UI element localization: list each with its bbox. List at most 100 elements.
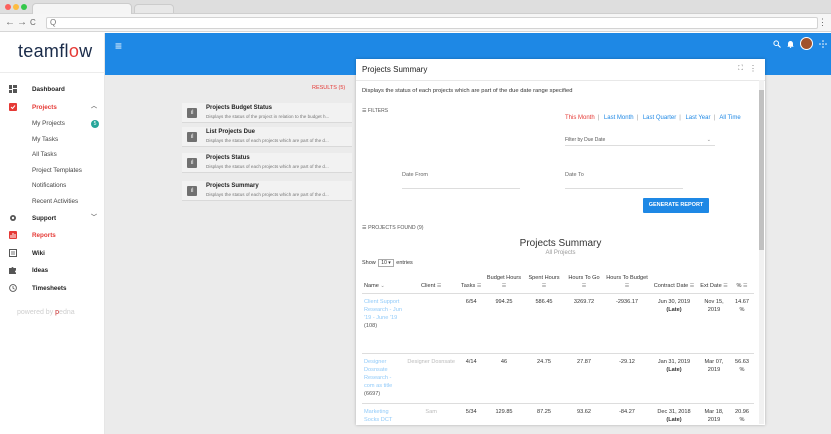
- sort-icon: ☰: [689, 283, 695, 289]
- range-last-year[interactable]: Last Year: [685, 115, 711, 121]
- hours-to-go-cell: 3269.72: [564, 293, 604, 354]
- report-description: Displays the status of the project in re…: [206, 114, 330, 119]
- filters-toggle[interactable]: ☰ FILTERS: [362, 108, 389, 114]
- chevron-up-icon[interactable]: ︿: [90, 103, 97, 110]
- sidebar-item-label: Wiki: [32, 249, 45, 257]
- column-header-hours-to-budget[interactable]: Hours To Budget ☰: [604, 273, 650, 294]
- bar-chart-icon: ıl: [187, 132, 197, 142]
- browser-menu-icon[interactable]: ⋮: [818, 17, 827, 27]
- teamflow-logo[interactable]: teamflow: [18, 41, 93, 61]
- sidebar-item-label: Support: [32, 214, 57, 222]
- sidebar-item-project-templates[interactable]: Project Templates: [0, 163, 105, 179]
- range-last-quarter[interactable]: Last Quarter: [642, 115, 677, 121]
- sidebar-item-label: Ideas: [32, 267, 49, 275]
- reload-icon[interactable]: C: [30, 18, 36, 27]
- expand-icon[interactable]: ⛶: [738, 65, 743, 72]
- column-header-spent-hours[interactable]: Spent Hours ☰: [524, 273, 564, 294]
- column-header-percent[interactable]: % ☰: [730, 273, 754, 294]
- column-header-contract-date[interactable]: Contract Date ☰: [650, 273, 698, 294]
- column-header-name[interactable]: Name ⌄: [362, 273, 404, 294]
- apps-icon[interactable]: [819, 39, 827, 48]
- more-options-icon[interactable]: ⋮: [749, 64, 757, 73]
- list-icon: ☰: [362, 225, 369, 231]
- sidebar-item-timesheets[interactable]: Timesheets: [0, 280, 105, 298]
- sort-icon: ☰: [436, 283, 442, 289]
- sidebar-item-my-tasks[interactable]: My Tasks: [0, 132, 105, 148]
- sidebar-item-all-tasks[interactable]: All Tasks: [0, 147, 105, 163]
- report-item-list-projects-due[interactable]: ıl List Projects Due Displays the status…: [182, 127, 352, 147]
- project-name-link[interactable]: Designer Dosnsate Research - com as titl…: [362, 353, 404, 404]
- spent-hours-cell: 24.75: [524, 353, 564, 404]
- bell-icon[interactable]: [787, 40, 794, 48]
- scrollbar-thumb[interactable]: [759, 90, 764, 250]
- sidebar-item-label: Timesheets: [32, 284, 67, 292]
- menu-icon[interactable]: ≡: [115, 39, 123, 53]
- sort-icon: ☰: [581, 283, 587, 289]
- select-value: Filter by Due Date: [565, 137, 606, 143]
- summary-subtitle: All Projects: [545, 250, 576, 256]
- project-name-link[interactable]: Marketing Socks DCT: [362, 403, 404, 425]
- report-item-projects-summary[interactable]: ıl Projects Summary Displays the status …: [182, 181, 352, 201]
- range-all-time[interactable]: All Time: [719, 115, 741, 121]
- sidebar-item-my-projects[interactable]: My Projects 5: [0, 116, 105, 132]
- budget-hours-cell: 129.85: [484, 403, 524, 425]
- report-item-projects-status[interactable]: ıl Projects Status Displays the status o…: [182, 153, 352, 173]
- divider: [0, 72, 105, 73]
- puzzle-icon: [9, 267, 16, 275]
- column-header-tasks[interactable]: Tasks ☰: [458, 273, 484, 294]
- dialog-scrollbar[interactable]: [759, 80, 764, 424]
- contract-date-cell: Jan 31, 2019 (Late): [650, 353, 698, 404]
- column-header-hours-to-go[interactable]: Hours To Go ☰: [564, 273, 604, 294]
- url-input[interactable]: Q: [46, 17, 818, 29]
- tasks-cell: 6/54: [458, 293, 484, 354]
- forward-arrow-icon[interactable]: →: [17, 17, 27, 28]
- sidebar-item-label: My Tasks: [32, 135, 59, 143]
- close-window-button[interactable]: [5, 4, 11, 10]
- spent-hours-cell: 586.45: [524, 293, 564, 354]
- report-title: List Projects Due: [206, 129, 256, 135]
- minimize-window-button[interactable]: [13, 4, 19, 10]
- tasks-cell: 5/34: [458, 403, 484, 425]
- sidebar-item-support[interactable]: Support ﹀: [0, 210, 105, 228]
- search-icon[interactable]: [773, 39, 781, 48]
- sidebar-item-wiki[interactable]: Wiki: [0, 245, 105, 263]
- date-from-input[interactable]: Date From: [402, 172, 520, 189]
- sidebar-item-dashboard[interactable]: Dashboard: [0, 81, 105, 99]
- chevron-down-icon[interactable]: ﹀: [90, 214, 97, 221]
- sidebar-item-notifications[interactable]: Notifications: [0, 178, 105, 194]
- back-arrow-icon[interactable]: ←: [5, 17, 15, 28]
- hours-to-go-cell: 27.87: [564, 353, 604, 404]
- browser-tab-new[interactable]: [134, 4, 174, 13]
- browser-tab-active[interactable]: [32, 3, 132, 14]
- column-header-budget-hours[interactable]: Budget Hours ☰: [484, 273, 524, 294]
- sidebar-item-recent-activities[interactable]: Recent Activities: [0, 194, 105, 210]
- header-actions: [773, 37, 827, 50]
- report-description: Displays the status of each projects whi…: [206, 164, 329, 169]
- range-last-month[interactable]: Last Month: [603, 115, 634, 121]
- filter-by-select[interactable]: Filter by Due Date ⌄: [565, 137, 715, 146]
- powered-by-footer[interactable]: powered by pedna: [17, 309, 75, 316]
- column-header-ext-date[interactable]: Ext Date ☰: [698, 273, 730, 294]
- percent-cell: 14.67 %: [730, 293, 754, 354]
- sidebar-item-ideas[interactable]: Ideas: [0, 262, 105, 280]
- sidebar-item-projects[interactable]: Projects ︿: [0, 99, 105, 117]
- wiki-book-icon: [9, 248, 17, 257]
- entries-select[interactable]: 10 ▾: [378, 259, 394, 267]
- ext-date-cell: Mar 18, 2019: [698, 403, 730, 425]
- percent-cell: 20.96 %: [730, 403, 754, 425]
- sidebar-item-reports[interactable]: Reports: [0, 227, 105, 245]
- report-item-budget-status[interactable]: ıl Projects Budget Status Displays the s…: [182, 103, 352, 123]
- reports-chart-icon: [9, 231, 17, 240]
- maximize-window-button[interactable]: [21, 4, 27, 10]
- ext-date-cell: Mar 07, 2019: [698, 353, 730, 404]
- column-header-client[interactable]: Client ☰: [404, 273, 459, 294]
- project-name-link[interactable]: Client Support Research - Jun '19 - June…: [362, 293, 404, 354]
- hours-to-go-cell: 93.62: [564, 403, 604, 425]
- avatar[interactable]: [800, 37, 813, 50]
- range-this-month[interactable]: This Month: [565, 115, 595, 121]
- generate-report-button[interactable]: GENERATE REPORT: [643, 198, 709, 213]
- hours-to-budget-cell: -2936.17: [604, 293, 650, 354]
- date-to-input[interactable]: Date To: [565, 172, 683, 189]
- sidebar-item-label: Dashboard: [32, 86, 65, 93]
- sort-icon: ☰: [476, 283, 482, 289]
